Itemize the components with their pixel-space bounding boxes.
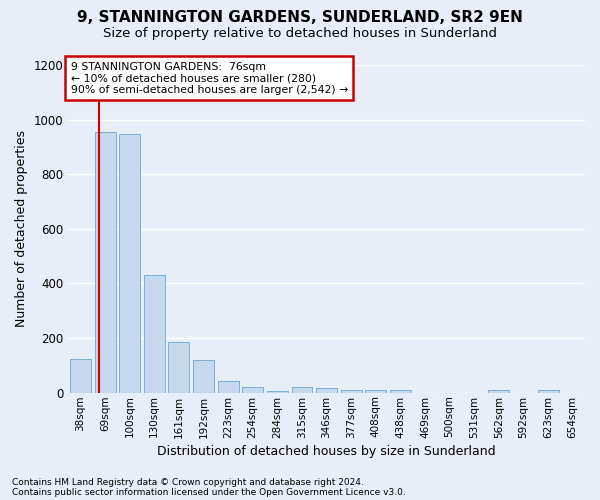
- Bar: [488, 390, 509, 392]
- Bar: [218, 381, 239, 392]
- Bar: [316, 388, 337, 392]
- Bar: [169, 342, 190, 392]
- Bar: [341, 390, 362, 392]
- X-axis label: Distribution of detached houses by size in Sunderland: Distribution of detached houses by size …: [157, 444, 496, 458]
- Bar: [242, 386, 263, 392]
- Text: 9 STANNINGTON GARDENS:  76sqm
← 10% of detached houses are smaller (280)
90% of : 9 STANNINGTON GARDENS: 76sqm ← 10% of de…: [71, 62, 348, 95]
- Text: Contains public sector information licensed under the Open Government Licence v3: Contains public sector information licen…: [12, 488, 406, 497]
- Text: 9, STANNINGTON GARDENS, SUNDERLAND, SR2 9EN: 9, STANNINGTON GARDENS, SUNDERLAND, SR2 …: [77, 10, 523, 25]
- Bar: [119, 134, 140, 392]
- Bar: [144, 275, 165, 392]
- Bar: [292, 387, 313, 392]
- Bar: [193, 360, 214, 392]
- Bar: [70, 358, 91, 392]
- Bar: [95, 132, 116, 392]
- Bar: [538, 390, 559, 392]
- Y-axis label: Number of detached properties: Number of detached properties: [15, 130, 28, 328]
- Bar: [390, 390, 411, 392]
- Text: Size of property relative to detached houses in Sunderland: Size of property relative to detached ho…: [103, 28, 497, 40]
- Bar: [365, 390, 386, 392]
- Text: Contains HM Land Registry data © Crown copyright and database right 2024.: Contains HM Land Registry data © Crown c…: [12, 478, 364, 487]
